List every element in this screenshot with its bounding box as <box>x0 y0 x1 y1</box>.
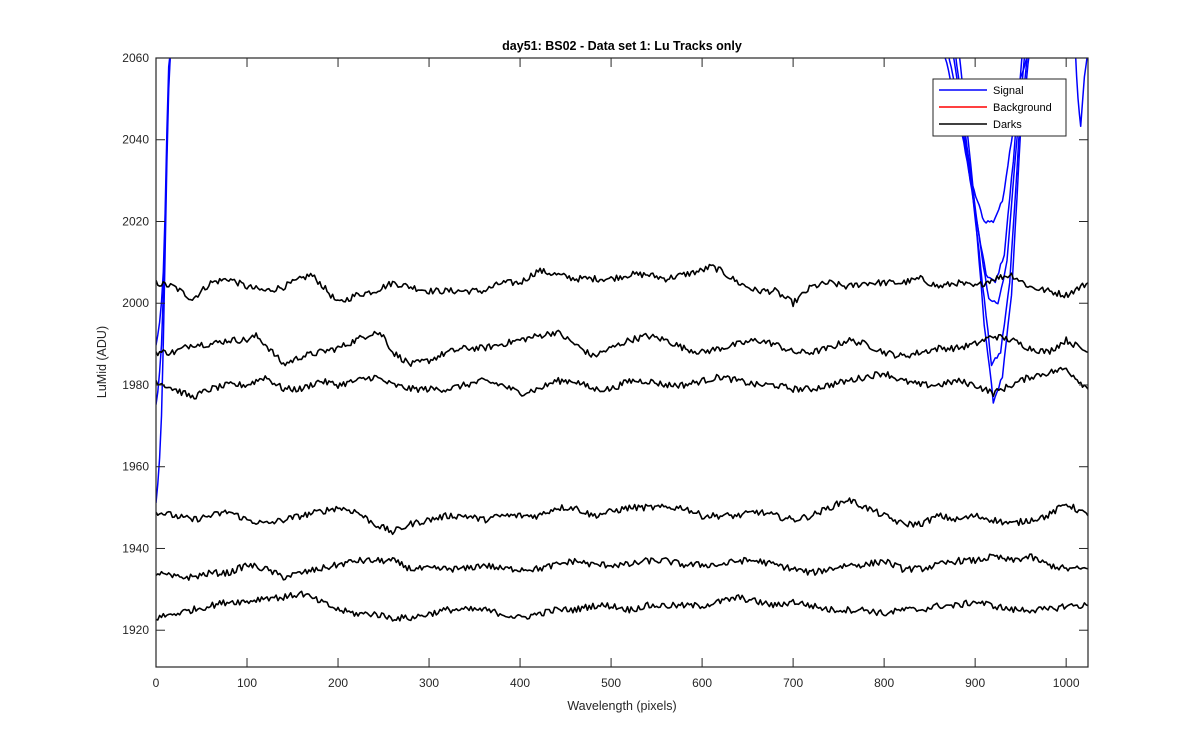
y-tick-label: 1920 <box>122 623 149 637</box>
y-axis-label: LuMid (ADU) <box>95 326 109 398</box>
x-tick-label: 0 <box>153 676 160 690</box>
signal-series-line-6 <box>955 58 1028 367</box>
darks-series-line-9 <box>156 263 1088 308</box>
darks-series-line-12 <box>156 497 1088 536</box>
x-tick-label: 900 <box>965 676 985 690</box>
plot-area <box>156 58 1088 667</box>
y-tick-label: 2020 <box>122 214 149 228</box>
legend: Signal Background Darks <box>932 78 1067 137</box>
series-layer <box>156 58 1088 622</box>
x-tick-label: 600 <box>692 676 712 690</box>
signal-series-line-8 <box>1074 58 1088 128</box>
x-tick-label: 100 <box>237 676 257 690</box>
x-tick-label: 800 <box>874 676 894 690</box>
y-tick-label: 1980 <box>122 378 149 392</box>
darks-series-line-10 <box>156 329 1088 368</box>
x-tick-label: 300 <box>419 676 439 690</box>
ticks-layer: 0 100 200 300 400 500 600 700 800 900 1000 1920 1940… <box>122 51 1088 690</box>
legend-darks-label: Darks <box>993 119 1022 131</box>
x-tick-label: 400 <box>510 676 530 690</box>
x-axis-label: Wavelength (pixels) <box>567 699 676 713</box>
signal-series-line-7 <box>958 58 1030 404</box>
plot-frame <box>155 57 1089 668</box>
darks-series-line-14 <box>156 590 1088 622</box>
legend-signal-label: Signal <box>993 85 1024 97</box>
x-tick-label: 500 <box>601 676 621 690</box>
y-tick-label: 1940 <box>122 541 149 555</box>
y-tick-label: 2000 <box>122 296 149 310</box>
darks-series-line-13 <box>156 553 1088 581</box>
y-tick-label: 1960 <box>122 460 149 474</box>
x-tick-label: 200 <box>328 676 348 690</box>
y-tick-label: 2040 <box>122 133 149 147</box>
y-tick-label: 2060 <box>122 51 149 65</box>
chart-title: day51: BS02 - Data set 1: Lu Tracks only <box>502 39 742 53</box>
legend-background-label: Background <box>993 102 1052 114</box>
x-tick-label: 700 <box>783 676 803 690</box>
x-tick-label: 1000 <box>1053 676 1080 690</box>
darks-series-line-11 <box>156 366 1088 400</box>
signal-series-line-2 <box>156 58 171 346</box>
